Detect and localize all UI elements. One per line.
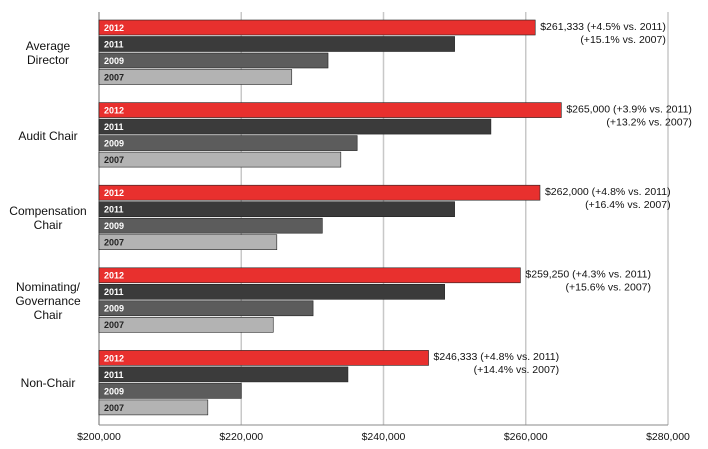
annotation: $265,000 (+3.9% vs. 2011) <box>566 103 692 115</box>
bar-series-label: 2012 <box>104 105 124 115</box>
bar <box>98 201 455 217</box>
bar-series-label: 2009 <box>104 221 124 231</box>
category-label: Compensation Chair <box>9 204 87 233</box>
bar <box>98 19 536 36</box>
bar <box>98 102 562 118</box>
bar-series-label: 2012 <box>104 353 124 363</box>
bar-series-label: 2007 <box>104 403 124 413</box>
category-label: Non-Chair <box>20 376 76 391</box>
annotation: $246,333 (+4.8% vs. 2011) <box>434 351 560 363</box>
x-tick-label: $220,000 <box>219 431 263 443</box>
bar-series-label: 2007 <box>104 155 124 165</box>
x-tick-label: $260,000 <box>504 431 548 443</box>
bar-series-label: 2011 <box>104 122 124 132</box>
bar-series-label: 2012 <box>104 188 124 198</box>
annotation: $261,333 (+4.5% vs. 2011) <box>540 21 666 33</box>
category-label: Nominating/ Governance Chair <box>15 279 81 322</box>
bar <box>98 366 349 383</box>
bar <box>98 52 329 69</box>
bar <box>98 69 293 85</box>
bar <box>98 399 209 416</box>
bar-series-label: 2007 <box>104 320 124 330</box>
bar-series-label: 2012 <box>104 271 124 281</box>
x-tick-label: $240,000 <box>362 431 406 443</box>
bar <box>98 267 521 284</box>
bar-series-label: 2007 <box>104 72 124 82</box>
bar-series-label: 2009 <box>104 56 124 66</box>
category-label: Audit Chair <box>18 128 78 143</box>
bar <box>98 350 429 366</box>
category-label: Average Director <box>25 39 71 67</box>
bar <box>98 118 492 135</box>
bar <box>98 300 314 317</box>
bar-series-label: 2011 <box>104 39 124 49</box>
bar <box>98 383 242 399</box>
bar-series-label: 2009 <box>104 304 124 314</box>
annotation: $259,250 (+4.3% vs. 2011) <box>525 269 651 281</box>
bar-series-label: 2007 <box>104 238 124 248</box>
bar <box>98 151 342 168</box>
bar <box>98 283 445 300</box>
annotation: (+15.6% vs. 2007) <box>566 282 652 294</box>
annotation: (+13.2% vs. 2007) <box>606 116 692 128</box>
bar <box>98 135 358 151</box>
bar-series-label: 2011 <box>104 205 124 215</box>
bar <box>98 184 541 201</box>
annotation: (+15.1% vs. 2007) <box>580 34 666 46</box>
annotation: (+16.4% vs. 2007) <box>585 199 671 211</box>
annotation: $262,000 (+4.8% vs. 2011) <box>545 186 671 198</box>
bar-series-label: 2009 <box>104 138 124 148</box>
x-tick-label: $200,000 <box>77 431 121 443</box>
annotation: (+14.4% vs. 2007) <box>474 364 560 376</box>
bar-series-label: 2012 <box>104 23 124 33</box>
bar-series-label: 2011 <box>104 287 124 297</box>
bar <box>98 36 455 52</box>
bar-series-label: 2011 <box>104 370 124 380</box>
bar <box>98 217 323 234</box>
bar <box>98 316 274 333</box>
bar <box>98 234 278 250</box>
x-tick-label: $280,000 <box>646 431 690 443</box>
bar-series-label: 2009 <box>104 386 124 396</box>
